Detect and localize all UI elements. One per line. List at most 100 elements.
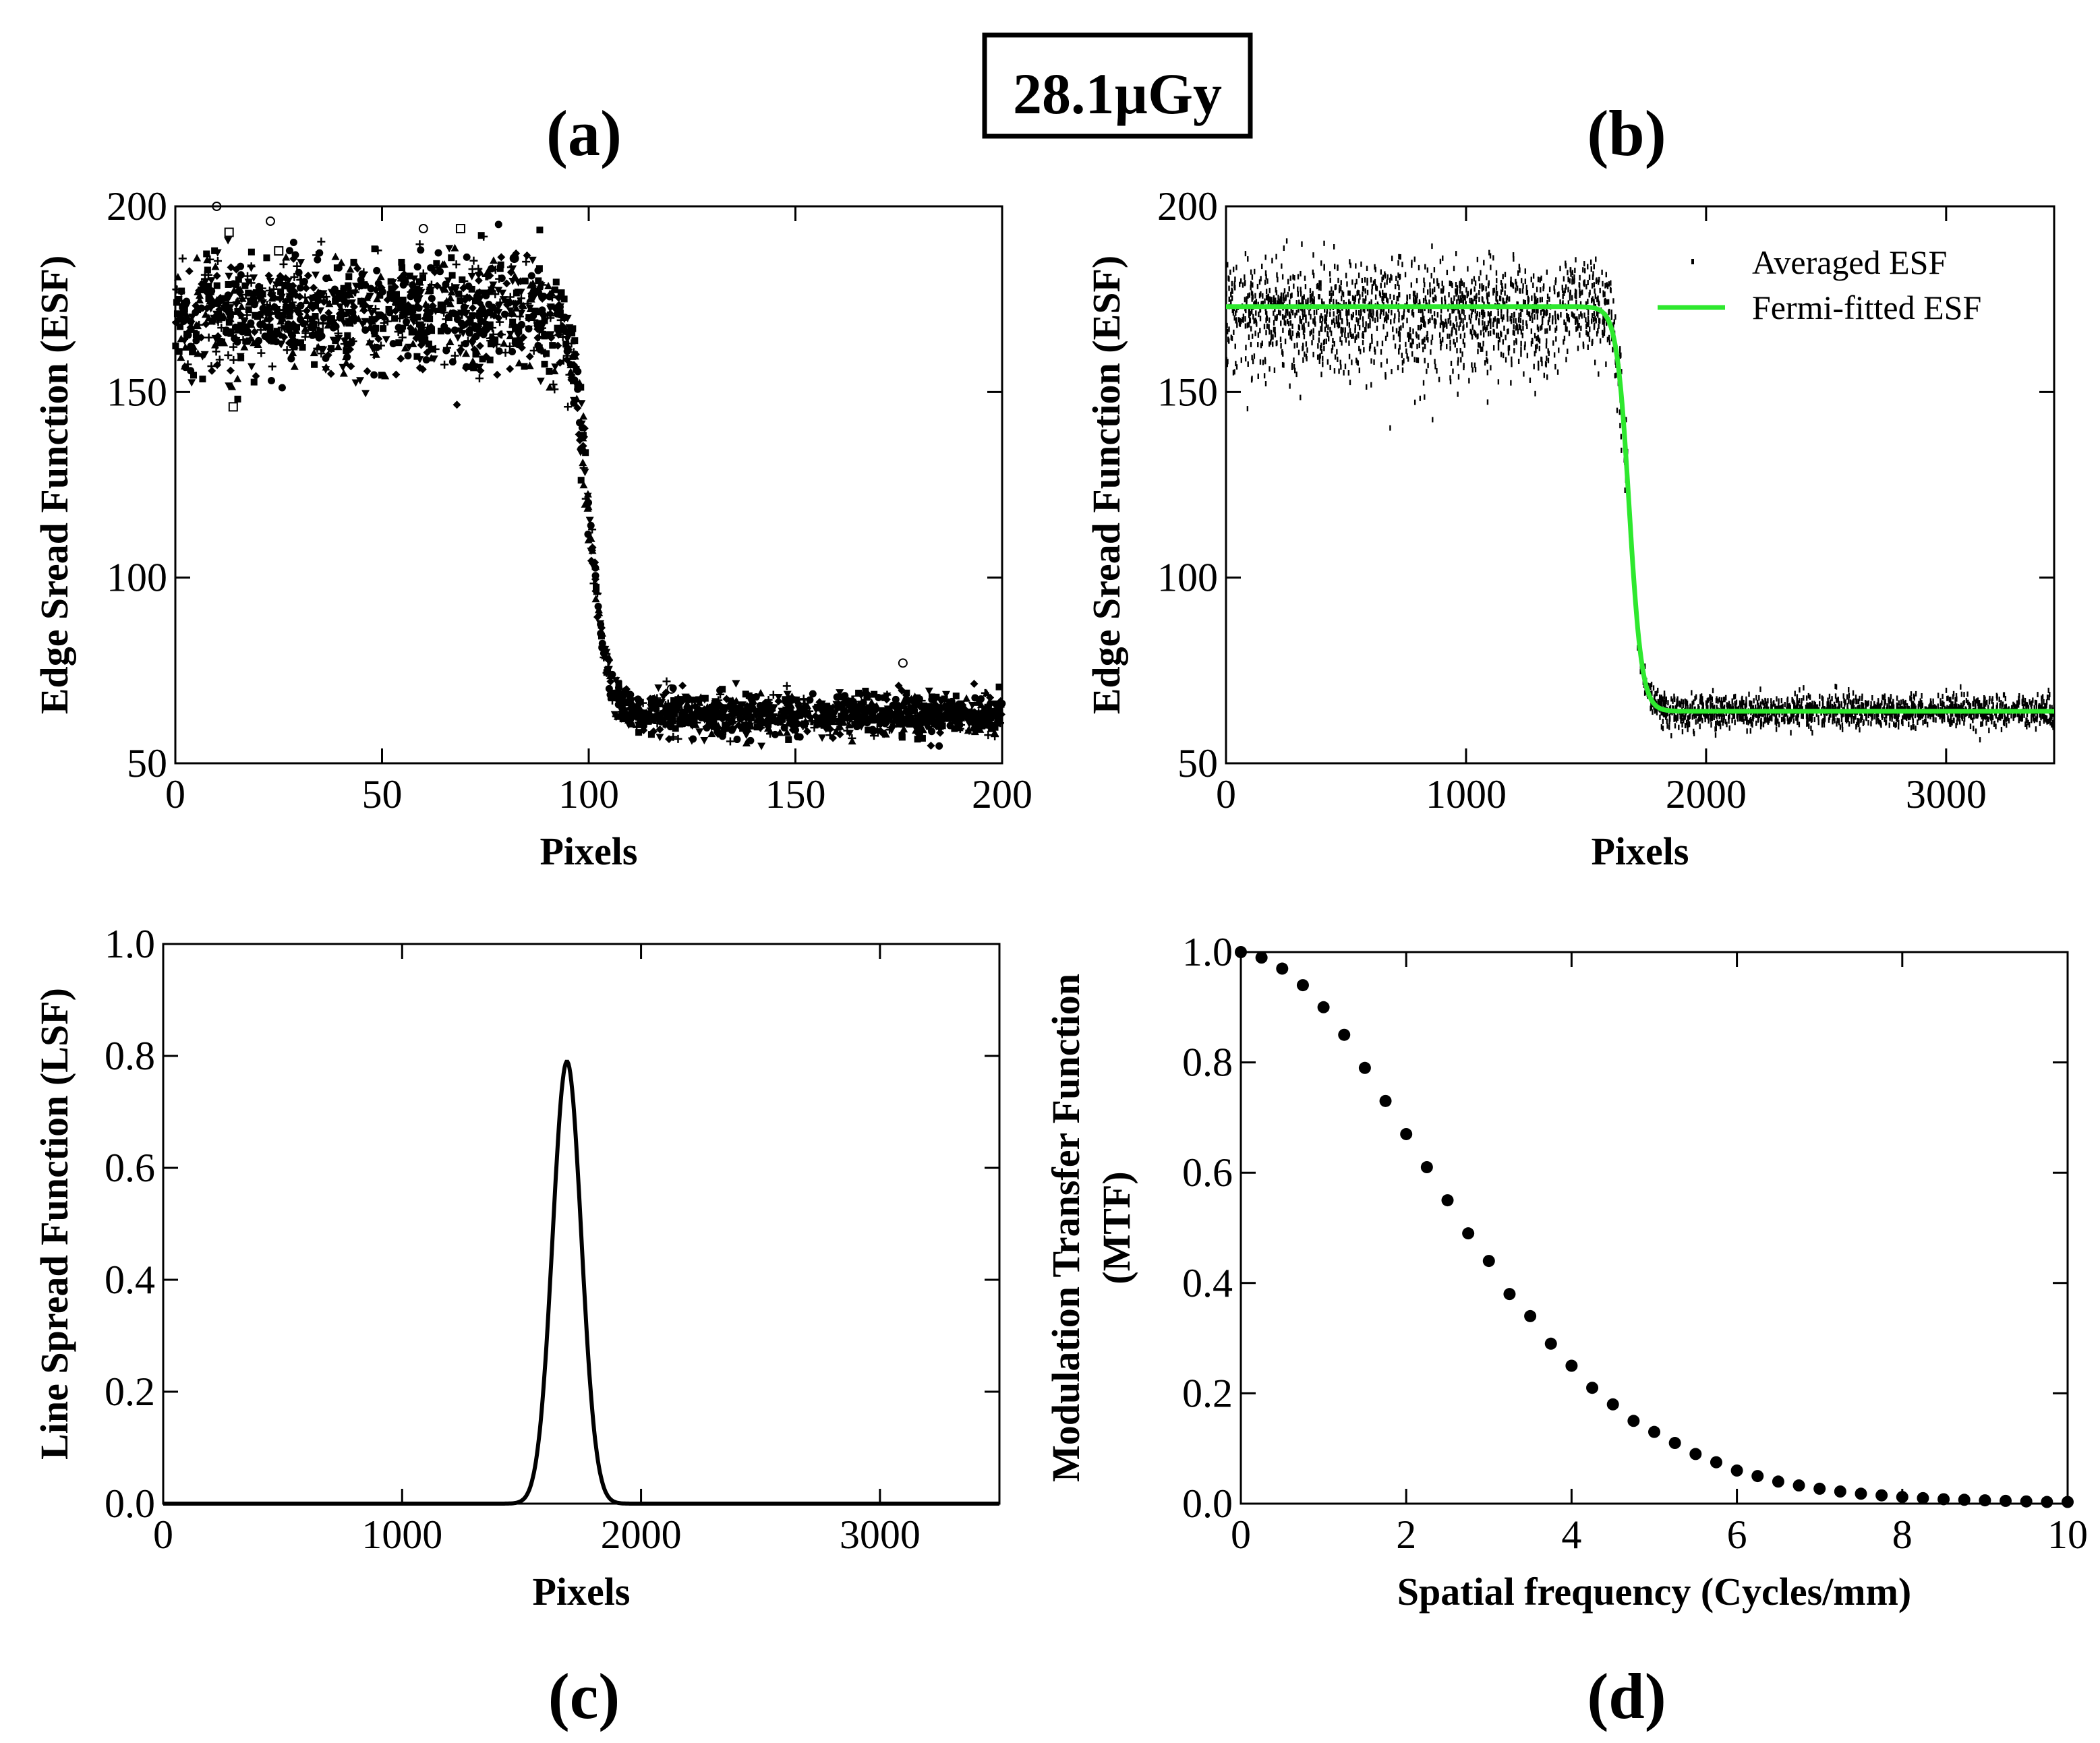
averaged-esf-point bbox=[1822, 702, 1824, 707]
averaged-esf-point bbox=[1515, 287, 1516, 293]
averaged-esf-point bbox=[1716, 714, 1717, 719]
averaged-esf-point bbox=[1480, 347, 1482, 352]
averaged-esf-point bbox=[1399, 274, 1401, 279]
averaged-esf-point bbox=[1362, 278, 1363, 283]
averaged-esf-point bbox=[1988, 728, 1989, 733]
averaged-esf-point bbox=[1348, 341, 1349, 346]
esf-point bbox=[652, 713, 660, 720]
esf-point bbox=[469, 286, 475, 293]
averaged-esf-point bbox=[1670, 733, 1672, 738]
averaged-esf-point bbox=[1298, 350, 1300, 355]
esf-point bbox=[624, 699, 631, 706]
averaged-esf-point bbox=[1235, 317, 1237, 322]
esf-point bbox=[320, 314, 328, 322]
x-tick-label: 100 bbox=[558, 772, 619, 817]
averaged-esf-point bbox=[1393, 318, 1395, 324]
averaged-esf-point bbox=[1276, 272, 1277, 278]
esf-point bbox=[792, 726, 799, 734]
averaged-esf-point bbox=[1538, 361, 1539, 366]
esf-point bbox=[898, 720, 905, 728]
averaged-esf-point bbox=[1459, 322, 1461, 327]
averaged-esf-point bbox=[1729, 726, 1730, 731]
averaged-esf-point bbox=[1334, 368, 1335, 374]
averaged-esf-point bbox=[1810, 726, 1811, 731]
esf-point bbox=[638, 717, 645, 725]
averaged-esf-point bbox=[1498, 379, 1499, 384]
averaged-esf-point bbox=[1340, 312, 1341, 317]
averaged-esf-point bbox=[1855, 695, 1857, 700]
averaged-esf-point bbox=[1405, 272, 1406, 277]
averaged-esf-point bbox=[1884, 701, 1885, 706]
averaged-esf-point bbox=[1428, 299, 1430, 305]
averaged-esf-point bbox=[1370, 299, 1372, 305]
averaged-esf-point bbox=[1475, 332, 1476, 338]
averaged-esf-point bbox=[1604, 299, 1605, 304]
averaged-esf-point bbox=[1337, 278, 1339, 283]
esf-point bbox=[993, 701, 1001, 709]
averaged-esf-point bbox=[1478, 297, 1480, 302]
averaged-esf-point bbox=[1736, 700, 1737, 705]
esf-point bbox=[730, 703, 738, 710]
averaged-esf-point bbox=[1285, 296, 1286, 301]
esf-point bbox=[176, 348, 183, 355]
averaged-esf-point bbox=[1510, 276, 1511, 282]
averaged-esf-point bbox=[1487, 370, 1488, 375]
esf-point bbox=[206, 295, 212, 302]
esf-point bbox=[928, 728, 935, 735]
averaged-esf-point bbox=[2005, 696, 2006, 701]
averaged-esf-point bbox=[1302, 357, 1304, 363]
averaged-esf-point bbox=[1835, 693, 1836, 699]
averaged-esf-point bbox=[1413, 357, 1415, 362]
averaged-esf-point bbox=[1659, 715, 1660, 720]
averaged-esf-point bbox=[1461, 280, 1463, 286]
averaged-esf-point bbox=[1248, 334, 1250, 340]
averaged-esf-point bbox=[1874, 714, 1875, 719]
averaged-esf-point bbox=[2042, 695, 2043, 700]
averaged-esf-point bbox=[1387, 314, 1389, 320]
averaged-esf-point bbox=[1693, 731, 1695, 736]
esf-point bbox=[376, 292, 383, 299]
averaged-esf-point bbox=[1653, 685, 1654, 690]
averaged-esf-point bbox=[1252, 359, 1254, 364]
averaged-esf-point bbox=[1596, 278, 1597, 284]
averaged-esf-point bbox=[1716, 720, 1718, 726]
averaged-esf-point bbox=[1585, 284, 1587, 289]
averaged-esf-point bbox=[1507, 329, 1508, 334]
esf-point bbox=[458, 320, 465, 327]
averaged-esf-point bbox=[1625, 488, 1626, 493]
averaged-esf-point bbox=[1300, 271, 1301, 276]
esf-point bbox=[508, 348, 516, 355]
averaged-esf-point bbox=[1572, 270, 1573, 275]
esf-point bbox=[851, 721, 858, 728]
averaged-esf-point bbox=[1750, 728, 1751, 734]
averaged-esf-point bbox=[1353, 312, 1354, 318]
esf-point bbox=[433, 260, 440, 267]
averaged-esf-point bbox=[2037, 692, 2038, 697]
esf-point bbox=[404, 352, 411, 359]
averaged-esf-point bbox=[1234, 276, 1235, 282]
averaged-esf-point bbox=[1507, 295, 1508, 300]
y-tick-label: 50 bbox=[1177, 741, 1218, 786]
averaged-esf-point bbox=[1680, 718, 1681, 723]
esf-point bbox=[244, 329, 251, 336]
esf-point bbox=[608, 671, 616, 678]
x-tick-label: 2000 bbox=[1666, 772, 1747, 817]
averaged-esf-point bbox=[1228, 286, 1229, 291]
averaged-esf-point bbox=[1280, 320, 1281, 326]
averaged-esf-point bbox=[1268, 318, 1270, 323]
averaged-esf-point bbox=[1566, 326, 1567, 332]
averaged-esf-point bbox=[1573, 274, 1575, 280]
averaged-esf-point bbox=[1247, 406, 1248, 411]
averaged-esf-point bbox=[1233, 267, 1234, 272]
averaged-esf-point bbox=[1621, 434, 1622, 440]
esf-point bbox=[192, 336, 200, 344]
averaged-esf-point bbox=[1318, 280, 1320, 285]
averaged-esf-point bbox=[1838, 697, 1839, 702]
averaged-esf-point bbox=[1449, 320, 1451, 326]
averaged-esf-point bbox=[1366, 266, 1368, 271]
averaged-esf-point bbox=[1444, 295, 1445, 301]
averaged-esf-point bbox=[2004, 721, 2005, 726]
averaged-esf-point bbox=[1289, 299, 1290, 305]
esf-point bbox=[463, 254, 471, 261]
averaged-esf-point bbox=[1536, 336, 1537, 341]
